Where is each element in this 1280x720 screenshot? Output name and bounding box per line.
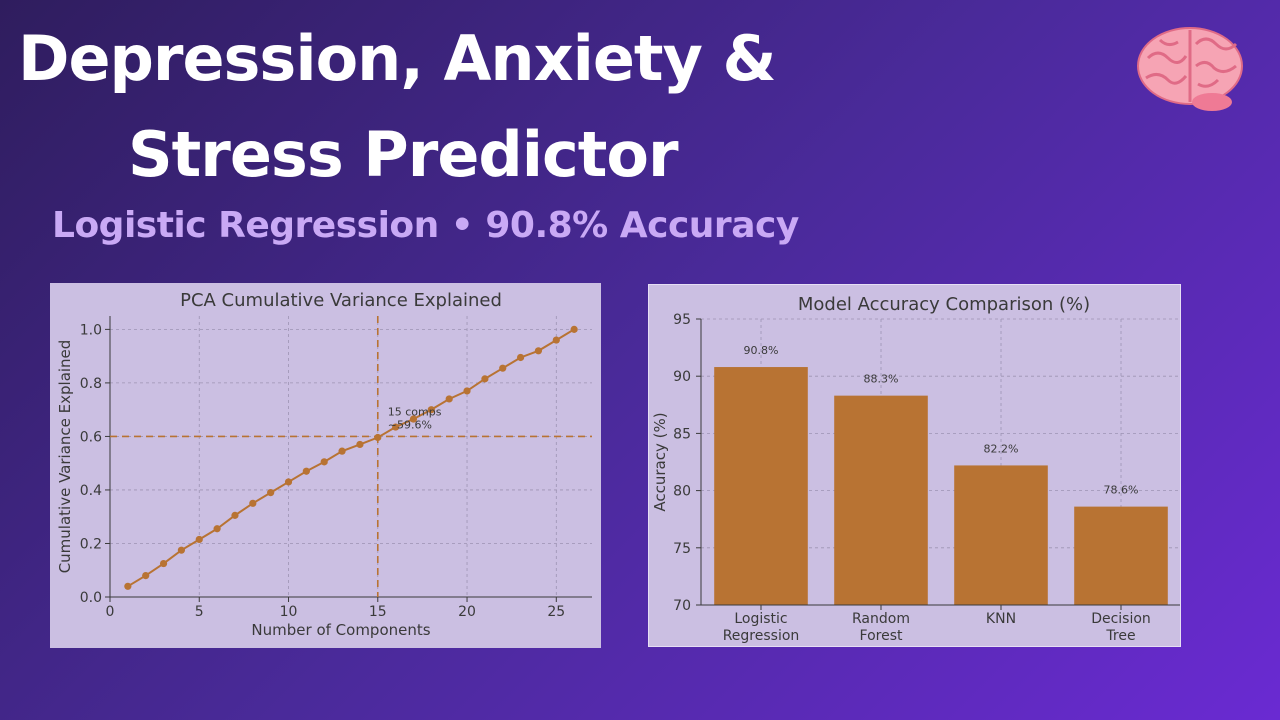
bar <box>1074 506 1168 605</box>
chart-title: Model Accuracy Comparison (%) <box>798 294 1090 315</box>
data-point <box>445 395 453 403</box>
data-point <box>552 336 560 344</box>
data-point <box>267 489 275 497</box>
bar-value-label: 88.3% <box>864 373 899 386</box>
data-point <box>213 525 221 533</box>
data-point <box>302 467 310 475</box>
data-point <box>195 535 203 544</box>
data-point <box>177 546 186 554</box>
y-axis-label: Accuracy (%) <box>651 412 669 511</box>
y-tick-label: 0.6 <box>80 429 102 445</box>
data-point <box>499 364 507 372</box>
y-tick-label: 0.8 <box>80 376 102 392</box>
annotation-line-2: ~59.6% <box>388 418 432 431</box>
series-line <box>127 328 575 588</box>
x-tick-label: 15 <box>369 604 387 620</box>
x-tick-label: Regression <box>723 628 800 644</box>
y-tick-label: 0.4 <box>80 483 102 499</box>
x-tick-label: Decision <box>1091 611 1151 627</box>
x-tick-label: KNN <box>986 611 1016 627</box>
chart-title: PCA Cumulative Variance Explained <box>180 290 502 311</box>
bar-value-label: 78.6% <box>1104 484 1139 497</box>
y-tick-label: 95 <box>673 312 691 328</box>
pca-line-chart: PCA Cumulative Variance Explained 0 5 10 15 2… <box>56 290 592 639</box>
data-point <box>284 478 293 486</box>
annotation-line-1: 15 comps <box>388 405 442 418</box>
y-tick-label: 75 <box>673 541 691 557</box>
data-point <box>463 387 471 395</box>
y-axis-label: Cumulative Variance Explained <box>56 340 74 574</box>
page-title-line-1: Depression, Anxiety & <box>18 22 777 95</box>
x-tick-label: Tree <box>1105 628 1135 644</box>
x-tick-label: Random <box>852 611 910 627</box>
data-point <box>427 406 435 414</box>
data-point <box>356 440 364 449</box>
bar <box>834 395 928 605</box>
x-tick-label: 25 <box>547 604 565 620</box>
data-point <box>409 415 418 423</box>
bar-value-label: 82.2% <box>984 442 1019 455</box>
data-point <box>124 582 132 590</box>
data-point <box>231 511 239 519</box>
y-tick-label: 80 <box>673 484 691 500</box>
x-tick-label: Logistic <box>734 611 787 627</box>
accuracy-bar-chart: Model Accuracy Comparison (%) 70 75 80 85 90 9… <box>651 294 1181 644</box>
y-tick-label: 1.0 <box>80 322 102 338</box>
x-tick-label: 10 <box>280 604 298 620</box>
x-tick-label: 5 <box>195 604 204 620</box>
data-point <box>249 499 257 507</box>
x-tick-label: 20 <box>458 604 476 620</box>
data-point <box>142 571 150 580</box>
brain-icon <box>1134 22 1246 118</box>
x-tick-label: Forest <box>860 628 903 644</box>
data-point <box>392 423 400 431</box>
page-subtitle: Logistic Regression • 90.8% Accuracy <box>52 205 799 246</box>
x-axis-label: Number of Components <box>251 621 430 639</box>
bar <box>954 465 1048 605</box>
bar <box>714 367 808 605</box>
data-point <box>159 559 168 568</box>
y-tick-label: 70 <box>673 598 691 614</box>
x-tick-label: 0 <box>106 604 115 620</box>
bar-value-label: 90.8% <box>744 344 779 357</box>
data-point <box>534 347 543 355</box>
pca-chart-panel: PCA Cumulative Variance Explained 0 5 10 15 2… <box>50 283 601 648</box>
data-point <box>320 458 328 466</box>
accuracy-chart-panel: Model Accuracy Comparison (%) 70 75 80 85 90 9… <box>648 284 1181 647</box>
page-title-line-2: Stress Predictor <box>128 118 679 191</box>
data-point <box>374 433 382 442</box>
y-tick-label: 0.0 <box>80 590 102 606</box>
data-point <box>481 375 489 383</box>
data-point <box>570 325 578 333</box>
data-point <box>516 353 525 362</box>
y-tick-label: 85 <box>673 426 691 442</box>
data-point <box>338 447 346 455</box>
y-tick-label: 90 <box>673 369 691 385</box>
y-tick-label: 0.2 <box>80 536 102 552</box>
